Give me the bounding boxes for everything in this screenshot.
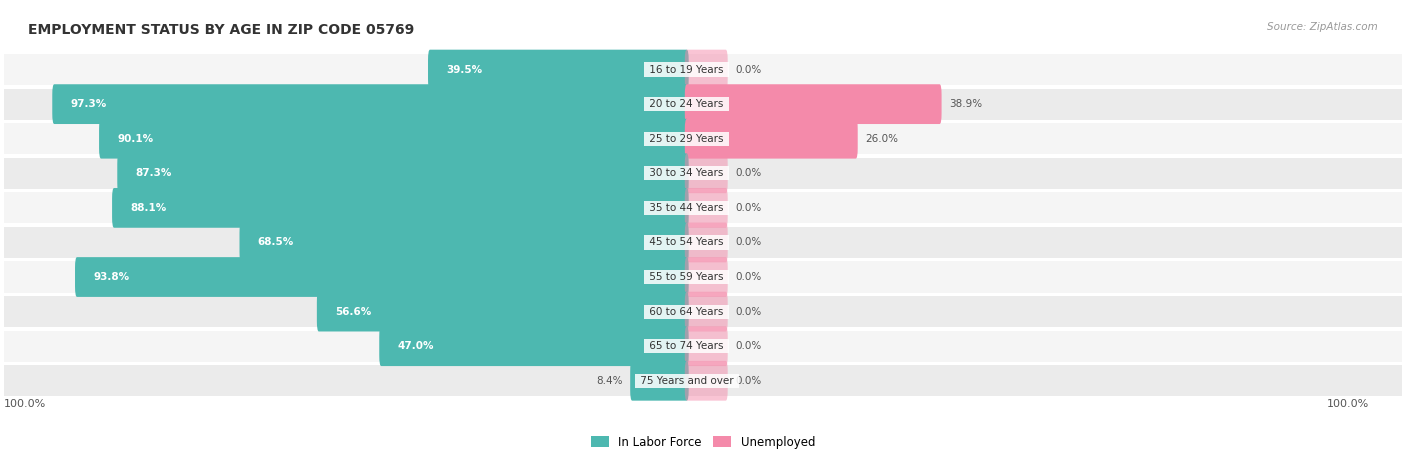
Text: 0.0%: 0.0%	[735, 272, 762, 282]
FancyBboxPatch shape	[75, 257, 689, 297]
Text: 16 to 19 Years: 16 to 19 Years	[647, 64, 727, 75]
FancyBboxPatch shape	[685, 84, 942, 124]
Text: 39.5%: 39.5%	[446, 64, 482, 75]
Text: EMPLOYMENT STATUS BY AGE IN ZIP CODE 05769: EMPLOYMENT STATUS BY AGE IN ZIP CODE 057…	[28, 22, 415, 36]
FancyBboxPatch shape	[117, 153, 689, 193]
Bar	[4, 89, 1402, 120]
Text: 0.0%: 0.0%	[735, 306, 762, 317]
FancyBboxPatch shape	[427, 50, 689, 90]
Text: 60 to 64 Years: 60 to 64 Years	[647, 306, 727, 317]
Text: 35 to 44 Years: 35 to 44 Years	[647, 203, 727, 213]
Text: 45 to 54 Years: 45 to 54 Years	[647, 238, 727, 248]
Bar	[4, 123, 1402, 154]
Text: 20 to 24 Years: 20 to 24 Years	[647, 99, 727, 109]
Text: 75 Years and over: 75 Years and over	[637, 376, 737, 386]
FancyBboxPatch shape	[685, 188, 728, 228]
Text: 8.4%: 8.4%	[596, 376, 623, 386]
FancyBboxPatch shape	[630, 361, 689, 400]
Text: 93.8%: 93.8%	[93, 272, 129, 282]
Bar	[4, 261, 1402, 292]
Text: 47.0%: 47.0%	[398, 341, 434, 351]
FancyBboxPatch shape	[239, 223, 689, 262]
Text: 0.0%: 0.0%	[735, 64, 762, 75]
Bar	[4, 227, 1402, 258]
Bar	[4, 158, 1402, 189]
Text: Source: ZipAtlas.com: Source: ZipAtlas.com	[1267, 22, 1378, 32]
Text: 100.0%: 100.0%	[1327, 399, 1369, 409]
FancyBboxPatch shape	[316, 292, 689, 332]
Legend: In Labor Force, Unemployed: In Labor Force, Unemployed	[591, 436, 815, 449]
Text: 38.9%: 38.9%	[949, 99, 983, 109]
FancyBboxPatch shape	[685, 292, 728, 332]
Text: 0.0%: 0.0%	[735, 168, 762, 178]
FancyBboxPatch shape	[685, 361, 728, 400]
Text: 0.0%: 0.0%	[735, 203, 762, 213]
Text: 100.0%: 100.0%	[4, 399, 46, 409]
Bar	[4, 192, 1402, 224]
FancyBboxPatch shape	[685, 153, 728, 193]
Text: 55 to 59 Years: 55 to 59 Years	[647, 272, 727, 282]
FancyBboxPatch shape	[52, 84, 689, 124]
Text: 30 to 34 Years: 30 to 34 Years	[647, 168, 727, 178]
FancyBboxPatch shape	[685, 257, 728, 297]
FancyBboxPatch shape	[98, 119, 689, 158]
Bar	[4, 54, 1402, 85]
Text: 0.0%: 0.0%	[735, 376, 762, 386]
Text: 87.3%: 87.3%	[135, 168, 172, 178]
Text: 88.1%: 88.1%	[131, 203, 166, 213]
FancyBboxPatch shape	[685, 50, 728, 90]
Text: 26.0%: 26.0%	[866, 134, 898, 144]
Text: 65 to 74 Years: 65 to 74 Years	[647, 341, 727, 351]
Text: 0.0%: 0.0%	[735, 238, 762, 248]
FancyBboxPatch shape	[685, 223, 728, 262]
Text: 68.5%: 68.5%	[257, 238, 294, 248]
Text: 90.1%: 90.1%	[117, 134, 153, 144]
Bar	[4, 365, 1402, 396]
Bar	[4, 296, 1402, 327]
Text: 0.0%: 0.0%	[735, 341, 762, 351]
Text: 25 to 29 Years: 25 to 29 Years	[647, 134, 727, 144]
Text: 56.6%: 56.6%	[335, 306, 371, 317]
FancyBboxPatch shape	[380, 326, 689, 366]
FancyBboxPatch shape	[685, 119, 858, 158]
FancyBboxPatch shape	[112, 188, 689, 228]
FancyBboxPatch shape	[685, 326, 728, 366]
Bar	[4, 331, 1402, 362]
Text: 97.3%: 97.3%	[70, 99, 107, 109]
